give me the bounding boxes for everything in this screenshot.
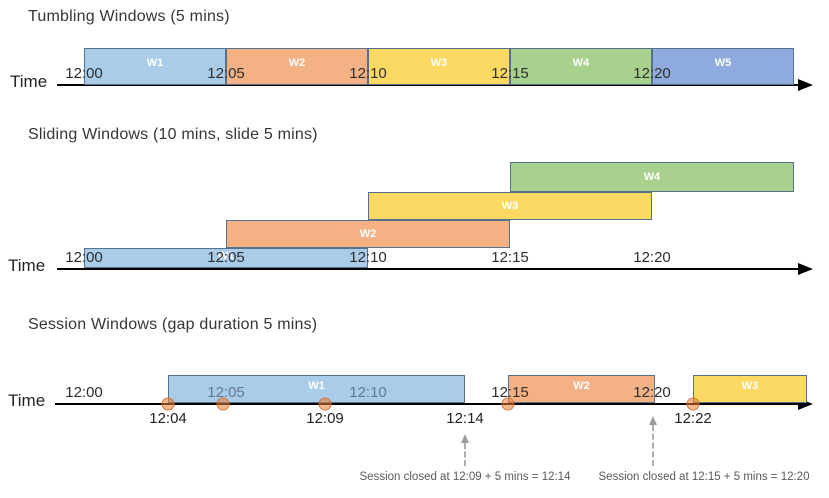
- sliding-time-axis-label: Time: [8, 256, 46, 275]
- session-close-note-0: Session closed at 12:09 + 5 mins = 12:14: [359, 471, 571, 483]
- session-window-label-w3: W3: [741, 380, 759, 392]
- arrow-up-icon: [649, 416, 657, 425]
- sliding-tick-12:20: 12:20: [633, 249, 671, 266]
- session-window-label-w1: W1: [308, 380, 325, 392]
- sliding-timeline-axis: [57, 268, 800, 270]
- session-window-w3: W3: [693, 375, 807, 403]
- session-event-time-12:22: 12:22: [674, 410, 712, 427]
- sliding-tick-12:05: 12:05: [207, 249, 245, 266]
- tumbling-window-w5: W5: [652, 48, 794, 85]
- sliding-window-label-w2: W2: [359, 227, 377, 240]
- tumbling-timeline-axis: [57, 84, 800, 86]
- dashed-line: [652, 425, 654, 466]
- sliding-tick-12:15: 12:15: [491, 249, 529, 266]
- sliding-timeline-arrowhead-icon: [798, 263, 813, 275]
- session-event-dot-4: [686, 397, 700, 411]
- sliding-window-w4: W4: [510, 162, 794, 192]
- sliding-window-label-w3: W3: [501, 199, 519, 212]
- session-tick-12:05: 12:05: [207, 384, 245, 401]
- tumbling-window-label-w1: W1: [146, 57, 164, 69]
- session-tick-12:10: 12:10: [349, 384, 387, 401]
- session-event-dot-0: [161, 397, 175, 411]
- tumbling-window-w1: W1: [84, 48, 226, 85]
- arrow-up-icon: [461, 434, 469, 443]
- sliding-window-w3: W3: [368, 192, 652, 220]
- tumbling-window-w2: W2: [226, 48, 368, 85]
- tumbling-window-label-w5: W5: [714, 57, 732, 69]
- tumbling-tick-12:20: 12:20: [633, 65, 671, 82]
- tumbling-window-w4: W4: [510, 48, 652, 85]
- sliding-tick-12:00: 12:00: [65, 249, 103, 266]
- tumbling-tick-12:05: 12:05: [207, 65, 245, 82]
- session-tick-12:00: 12:00: [65, 384, 103, 401]
- tumbling-timeline-arrowhead-icon: [798, 79, 813, 91]
- session-event-dot-3: [501, 397, 515, 411]
- tumbling-window-label-w3: W3: [430, 57, 448, 69]
- session-close-note-1: Session closed at 12:15 + 5 mins = 12:20: [598, 471, 810, 483]
- dashed-line: [464, 443, 466, 466]
- session-event-dot-1: [216, 397, 230, 411]
- session-tick-12:20: 12:20: [633, 384, 671, 401]
- session-section-title: Session Windows (gap duration 5 mins): [28, 316, 318, 333]
- session-event-time-12:14: 12:14: [446, 410, 484, 427]
- tumbling-tick-12:15: 12:15: [491, 65, 529, 82]
- tumbling-time-axis-label: Time: [10, 72, 48, 91]
- tumbling-tick-12:00: 12:00: [65, 65, 103, 82]
- session-window-w2: W2: [508, 375, 655, 403]
- sliding-window-w1: W1: [84, 248, 368, 268]
- session-event-time-12:09: 12:09: [306, 410, 344, 427]
- sliding-tick-12:10: 12:10: [349, 249, 387, 266]
- session-event-dot-2: [318, 397, 332, 411]
- tumbling-window-label-w2: W2: [288, 57, 306, 69]
- session-time-axis-label: Time: [8, 391, 46, 410]
- sliding-window-label-w1: W1: [217, 250, 235, 262]
- session-window-label-w2: W2: [573, 380, 590, 392]
- sliding-window-w2: W2: [226, 220, 510, 248]
- tumbling-section-title: Tumbling Windows (5 mins): [28, 8, 230, 25]
- session-event-time-12:04: 12:04: [149, 410, 187, 427]
- sliding-section-title: Sliding Windows (10 mins, slide 5 mins): [28, 126, 318, 143]
- sliding-window-label-w4: W4: [643, 170, 661, 183]
- tumbling-window-w3: W3: [368, 48, 510, 85]
- session-close-arrow-0: [460, 434, 470, 466]
- session-close-arrow-1: [648, 416, 658, 466]
- session-tick-12:15: 12:15: [491, 384, 529, 401]
- session-timeline-axis: [55, 403, 800, 405]
- tumbling-tick-12:10: 12:10: [349, 65, 387, 82]
- tumbling-window-label-w4: W4: [572, 57, 590, 69]
